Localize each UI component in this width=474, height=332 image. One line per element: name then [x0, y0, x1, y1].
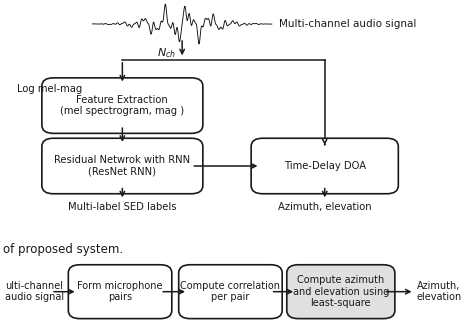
Text: Compute correlation
per pair: Compute correlation per pair [181, 281, 281, 302]
FancyBboxPatch shape [179, 265, 282, 319]
FancyBboxPatch shape [68, 265, 172, 319]
FancyBboxPatch shape [251, 138, 398, 194]
FancyBboxPatch shape [287, 265, 395, 319]
Text: Feature Extraction
(mel spectrogram, mag ): Feature Extraction (mel spectrogram, mag… [60, 95, 184, 117]
Text: Multi-label SED labels: Multi-label SED labels [68, 202, 177, 212]
Text: $N_{ch}$: $N_{ch}$ [157, 46, 176, 60]
Text: Azimuth, elevation: Azimuth, elevation [278, 202, 372, 212]
FancyBboxPatch shape [42, 138, 203, 194]
Text: Multi-channel audio signal: Multi-channel audio signal [279, 19, 416, 29]
Text: ulti-channel
audio signal: ulti-channel audio signal [5, 281, 64, 302]
Text: Residual Netwrok with RNN
(ResNet RNN): Residual Netwrok with RNN (ResNet RNN) [55, 155, 191, 177]
Text: Azimuth,
elevation: Azimuth, elevation [417, 281, 462, 302]
FancyBboxPatch shape [42, 78, 203, 133]
Text: of proposed system.: of proposed system. [3, 243, 123, 256]
Text: Compute azimuth
and elevation using
least-square: Compute azimuth and elevation using leas… [292, 275, 389, 308]
Text: Log mel-mag: Log mel-mag [17, 84, 82, 94]
Text: Time-Delay DOA: Time-Delay DOA [283, 161, 366, 171]
Text: Form microphone
pairs: Form microphone pairs [77, 281, 163, 302]
